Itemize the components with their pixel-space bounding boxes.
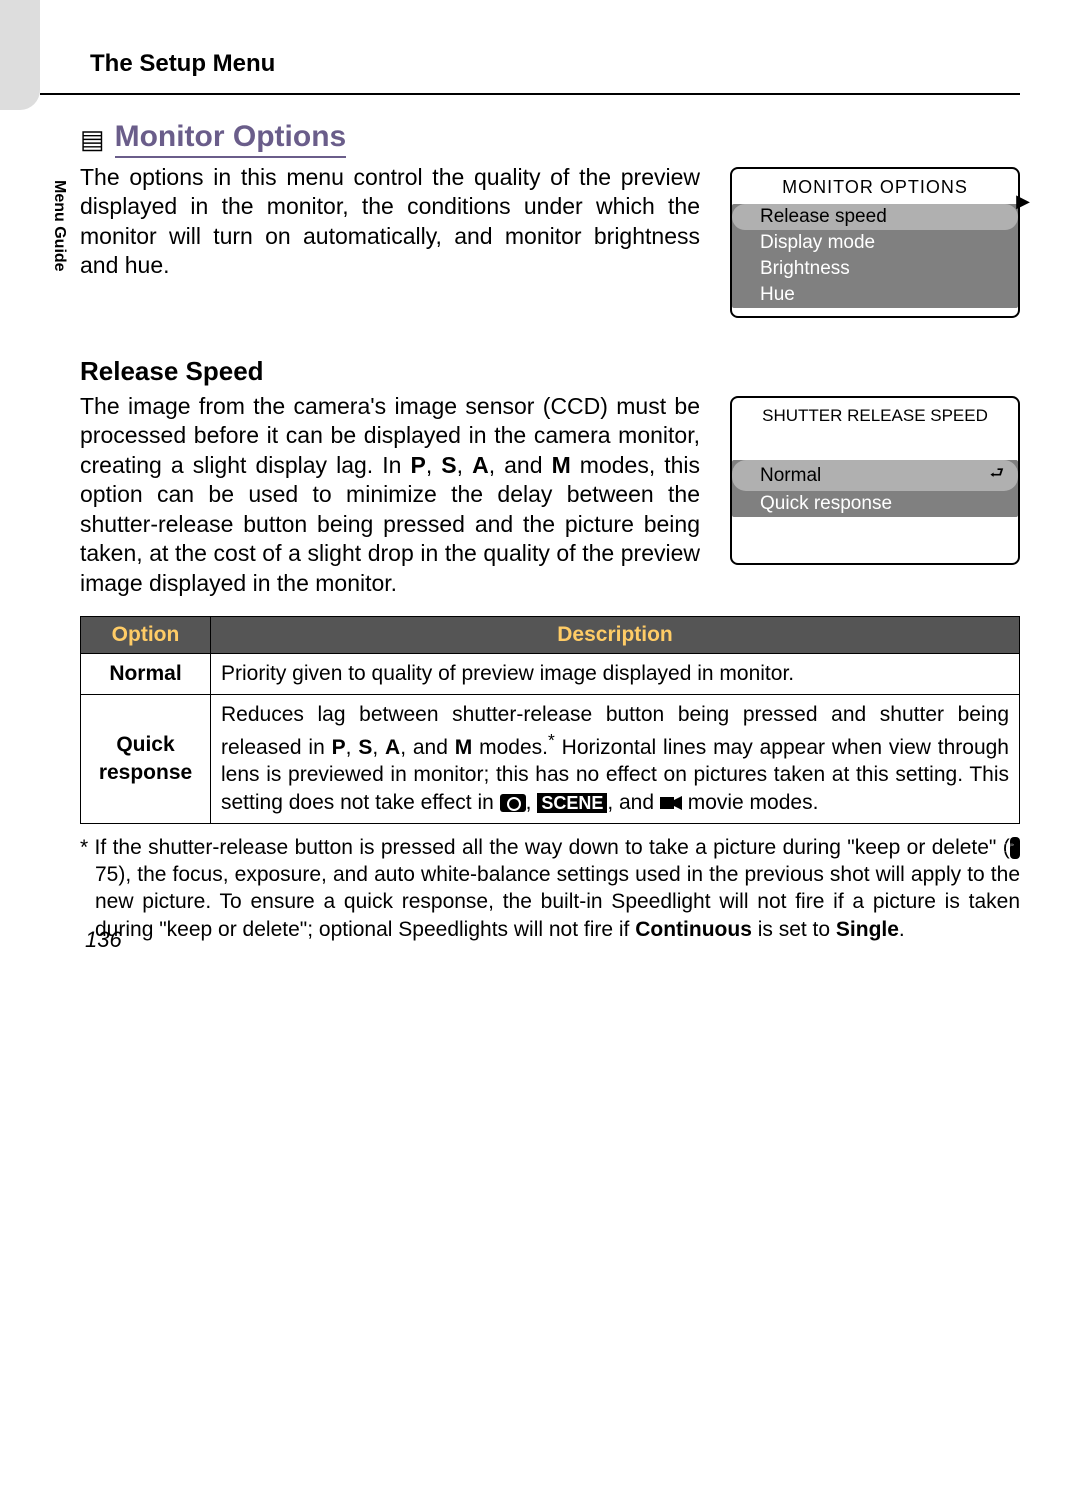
lcd-monitor-options: MONITOR OPTIONS Release speedDisplay mod… [730,167,1020,318]
table-row: NormalPriority given to quality of previ… [81,654,1020,695]
return-icon: ⮐ [990,462,1004,489]
release-speed-heading: Release Speed [80,356,1020,387]
options-table: OptionDescription NormalPriority given t… [80,616,1020,824]
option-cell: Normal [81,654,211,695]
table-header: Description [211,617,1020,654]
lcd2-item: Quick response [732,491,1018,517]
monitor-options-icon: ▤ [80,126,105,152]
section-header: The Setup Menu [40,30,1020,95]
description-cell: Priority given to quality of preview ima… [211,654,1020,695]
lcd1-item: Brightness [732,256,1018,282]
page-title: Monitor Options [115,120,347,158]
lcd2-title: SHUTTER RELEASE SPEED [732,406,1018,426]
lcd1-item: Hue [732,282,1018,308]
description-cell: Reduces lag between shutter-release butt… [211,694,1020,823]
page-number: 136 [85,927,122,953]
side-tab [0,0,40,110]
option-cell: Quickresponse [81,694,211,823]
lcd1-item: Release speed [732,204,1018,230]
lcd1-title: MONITOR OPTIONS [732,177,1018,198]
table-row: QuickresponseReduces lag between shutter… [81,694,1020,823]
footnote-text: * If the shutter-release button is press… [80,834,1020,943]
lcd2-item: Normal⮐ [732,460,1018,491]
lcd-right-arrow-icon: ▶ [1016,191,1030,212]
intro-paragraph: The options in this menu control the qua… [80,163,700,281]
table-header: Option [81,617,211,654]
lcd-shutter-speed: SHUTTER RELEASE SPEED Normal⮐Quick respo… [730,396,1020,565]
lcd1-item: Display mode [732,230,1018,256]
side-label: Menu Guide [50,180,68,272]
release-speed-paragraph: The image from the camera's image sensor… [80,392,700,598]
